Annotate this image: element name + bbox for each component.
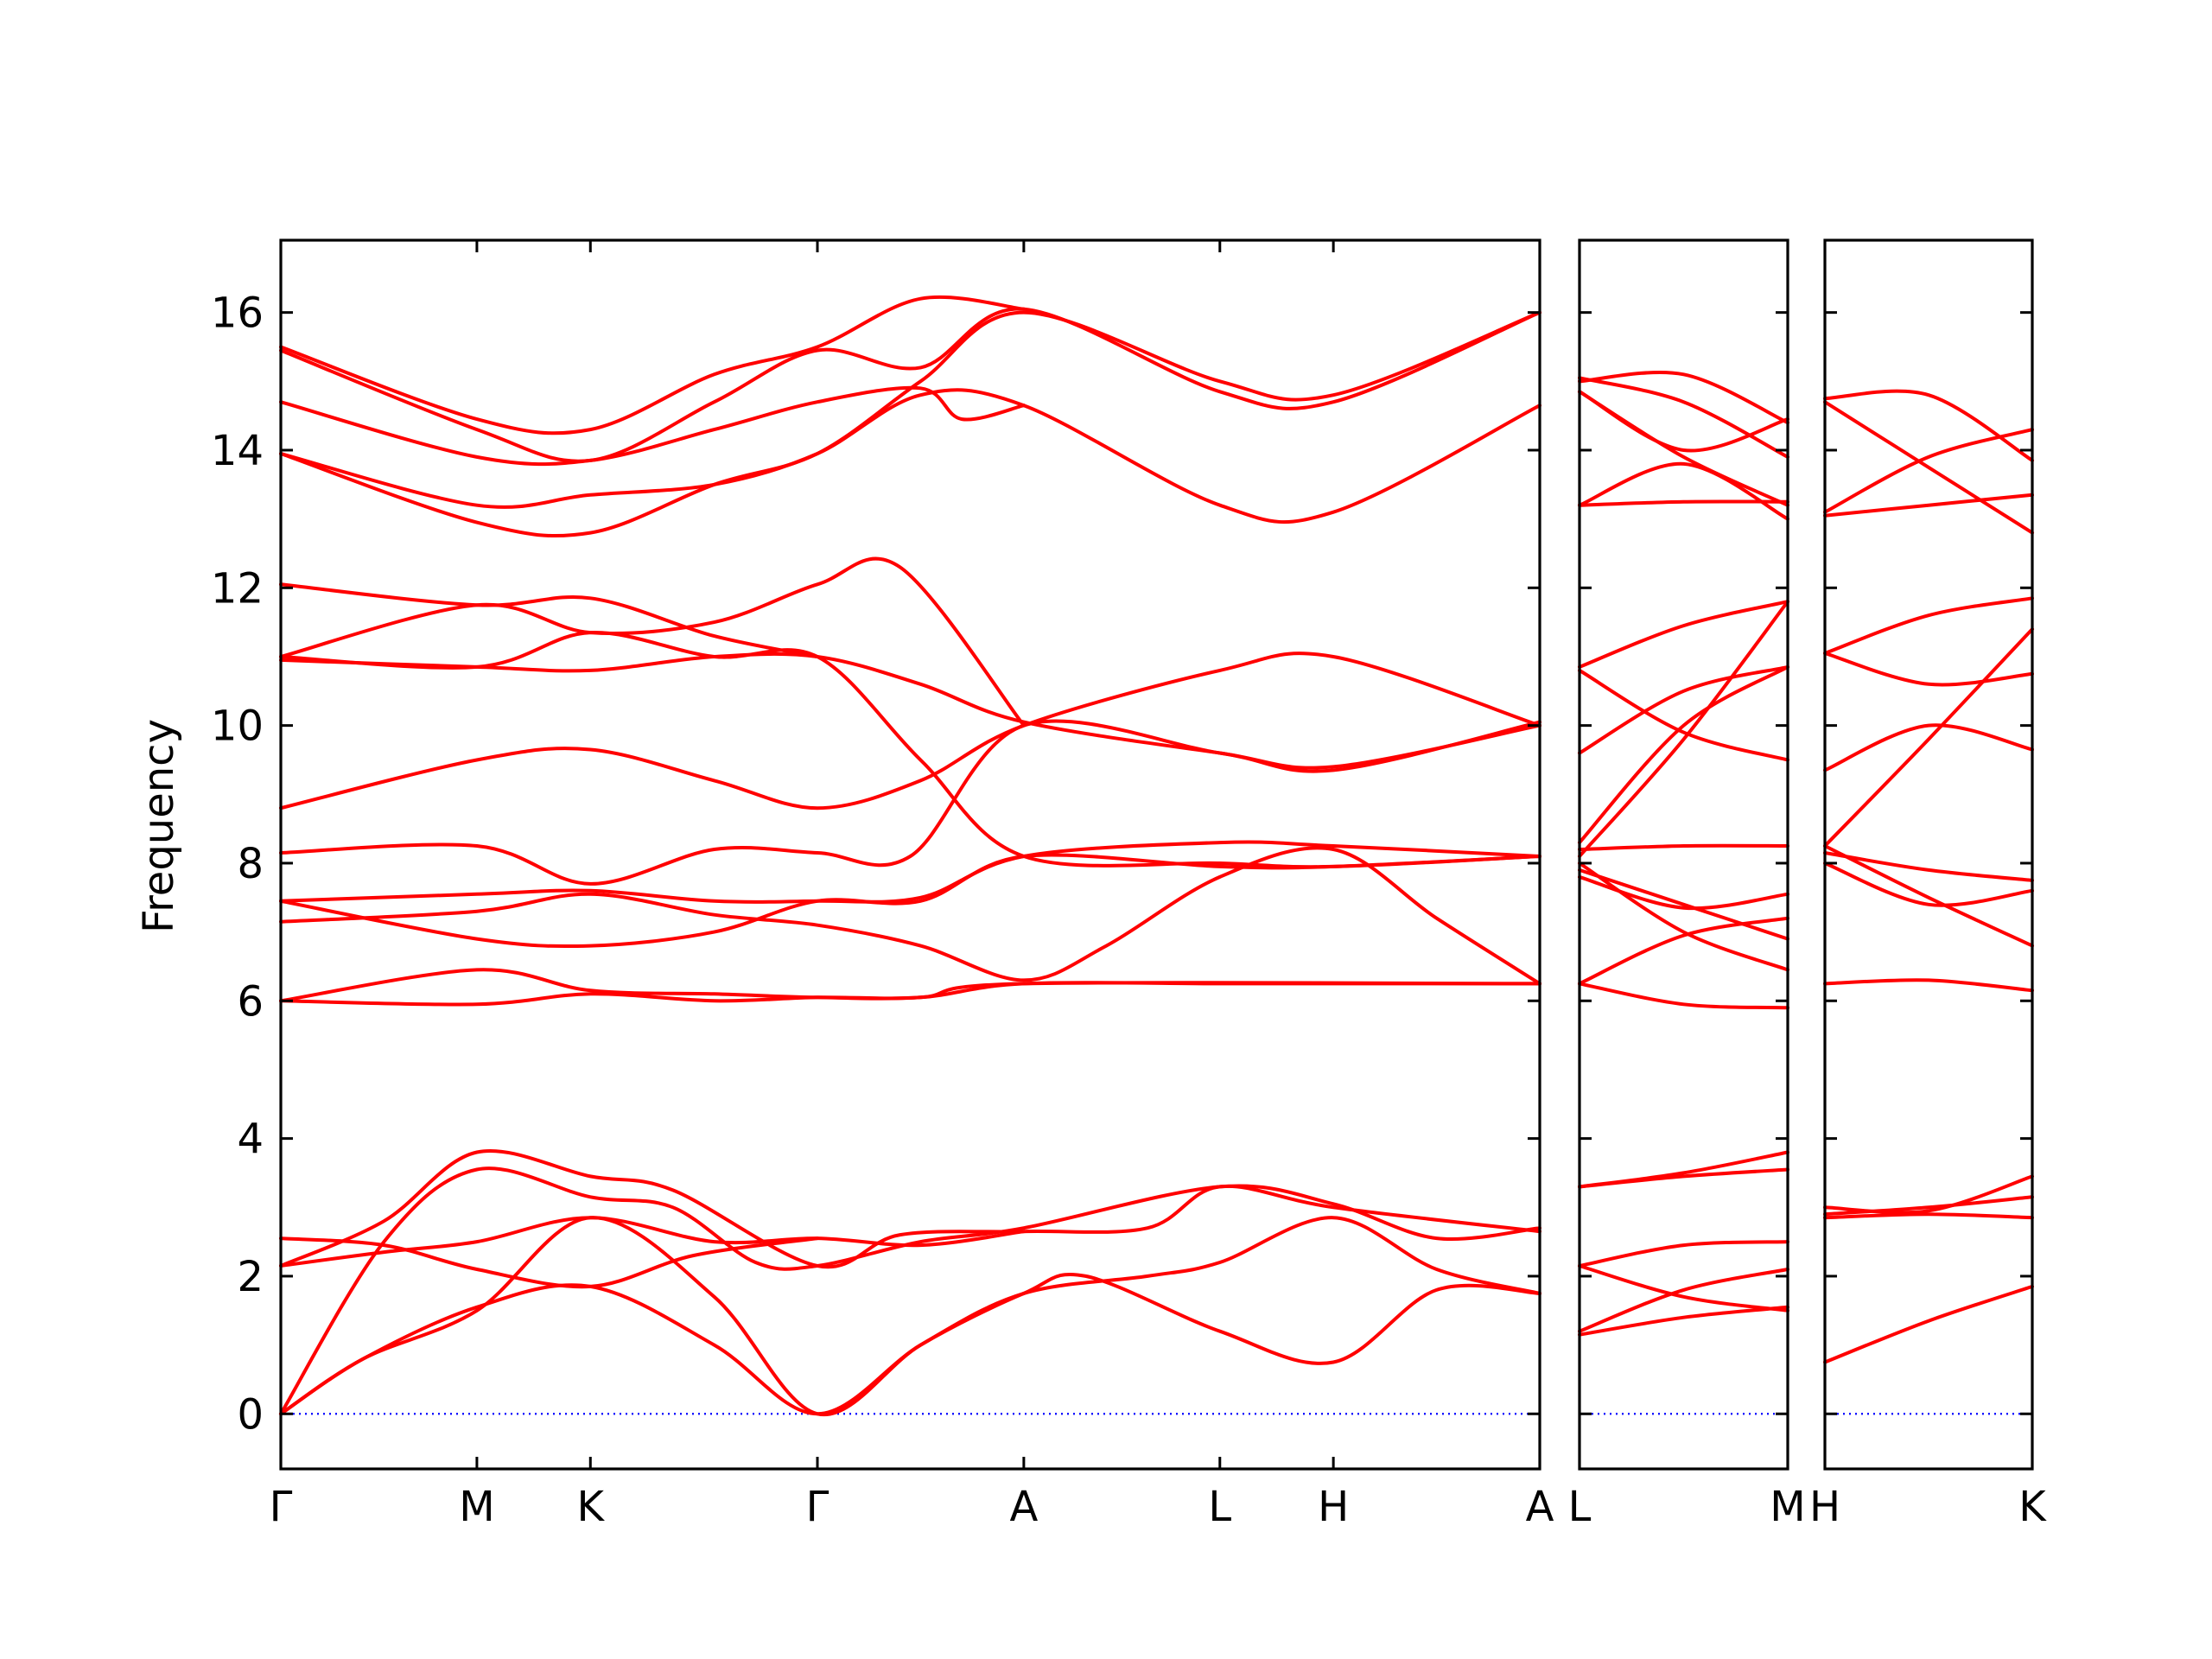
- x-tick-label: K: [2018, 1483, 2047, 1531]
- x-tick-label: K: [577, 1483, 606, 1531]
- phonon-band-5: [1823, 978, 2034, 993]
- phonon-band-18: [279, 388, 1541, 524]
- phonon-band-6: [1823, 861, 2034, 907]
- phonon-band-22: [279, 295, 1026, 435]
- x-tick-label: Γ: [270, 1483, 293, 1531]
- phonon-band-8: [279, 968, 1541, 1003]
- y-axis-title: Frequency: [135, 719, 183, 933]
- phonon-band-3: [279, 1166, 1541, 1416]
- y-tick-label: 10: [211, 702, 264, 751]
- phonon-band-10: [1823, 627, 2034, 848]
- phonon-band-15: [279, 631, 1541, 869]
- phonon-band-7: [1578, 982, 1789, 1010]
- phonon-band-17: [1578, 600, 1789, 858]
- phonon-band-3: [1578, 1264, 1789, 1313]
- panel-frame: [1823, 238, 2034, 1471]
- phonon-band-10: [1578, 868, 1789, 941]
- phonon-band-13: [1578, 664, 1789, 845]
- y-tick-label: 4: [237, 1116, 264, 1164]
- phonon-band-12: [1578, 861, 1789, 972]
- panel-1: Γ M K Γ A L H A 0 2 4 6 8 10 12 14 16: [211, 238, 1554, 1531]
- panel-frame: [1578, 238, 1789, 1471]
- x-tick-label: M: [1770, 1483, 1805, 1531]
- phonon-band-15: [1823, 400, 2034, 535]
- phonon-band-14: [1823, 428, 2034, 514]
- phonon-band-13: [1823, 493, 2034, 518]
- x-tick-label: A: [1009, 1483, 1038, 1531]
- phonon-band-18: [1578, 499, 1789, 507]
- phonon-band-4: [1823, 1174, 2034, 1215]
- y-tick-label: 8: [237, 840, 264, 888]
- phonon-band-8: [1823, 844, 2034, 948]
- phonon-band-2: [1578, 1268, 1789, 1333]
- phonon-band-19: [279, 310, 1541, 538]
- phonon-band-20: [279, 385, 1026, 467]
- panel-frame: [279, 238, 1541, 1471]
- phonon-band-1: [279, 1272, 1541, 1416]
- y-tick-label: 0: [237, 1390, 264, 1439]
- phonon-band-19: [1578, 461, 1789, 521]
- phonon-band-9: [1578, 874, 1789, 911]
- phonon-band-1: [1823, 1284, 2034, 1364]
- phonon-band-1: [1578, 1305, 1789, 1337]
- phonon-band-8: [1578, 916, 1789, 986]
- phonon-band-16: [1578, 600, 1789, 669]
- phonon-band-4: [279, 1149, 1541, 1269]
- phonon-band-6: [279, 1236, 819, 1289]
- phonon-band-16: [1823, 389, 2034, 462]
- phonon-band-21: [1578, 390, 1789, 453]
- phonon-band-11: [279, 840, 1541, 904]
- phonon-band-2: [1823, 1212, 2034, 1220]
- phonon-band-13: [279, 652, 1541, 810]
- x-tick-label: H: [1809, 1483, 1840, 1531]
- phonon-band-23: [1578, 371, 1789, 425]
- phonon-band-4: [1578, 1240, 1789, 1268]
- y-tick-label: 12: [211, 564, 264, 613]
- y-tick-label: 16: [211, 289, 264, 338]
- phonon-band-9: [279, 846, 1541, 986]
- phonon-band-21: [279, 307, 1541, 463]
- phonon-band-22: [1578, 376, 1789, 459]
- phonon-band-14: [279, 652, 1541, 770]
- y-tick-label: 6: [237, 977, 264, 1026]
- x-tick-label: A: [1526, 1483, 1554, 1531]
- phonon-band-12: [279, 719, 1541, 886]
- phonon-band-2: [279, 1216, 1541, 1417]
- x-tick-label: H: [1318, 1483, 1349, 1531]
- phonon-band-15: [1578, 668, 1789, 762]
- phonon-band-11: [1823, 652, 2034, 687]
- phonon-band-12: [1823, 596, 2034, 655]
- phonon-band-11: [1578, 843, 1789, 851]
- phonon-band-5: [279, 1216, 1026, 1268]
- y-tick-label: 14: [211, 427, 264, 475]
- y-tick-label: 2: [237, 1253, 264, 1301]
- phonon-band-17: [279, 582, 819, 658]
- phonon-band-6: [1578, 1150, 1789, 1189]
- phonon-band-7: [279, 981, 1541, 1007]
- phonon-band-14: [1578, 664, 1789, 755]
- phonon-band-9: [1823, 723, 2034, 772]
- phonon-band-3: [1823, 1195, 2034, 1217]
- x-tick-label: L: [1568, 1483, 1592, 1531]
- x-tick-label: M: [459, 1483, 494, 1531]
- x-tick-label: Γ: [806, 1483, 830, 1531]
- x-tick-label: L: [1208, 1483, 1231, 1531]
- phonon-band-16: [279, 556, 1026, 728]
